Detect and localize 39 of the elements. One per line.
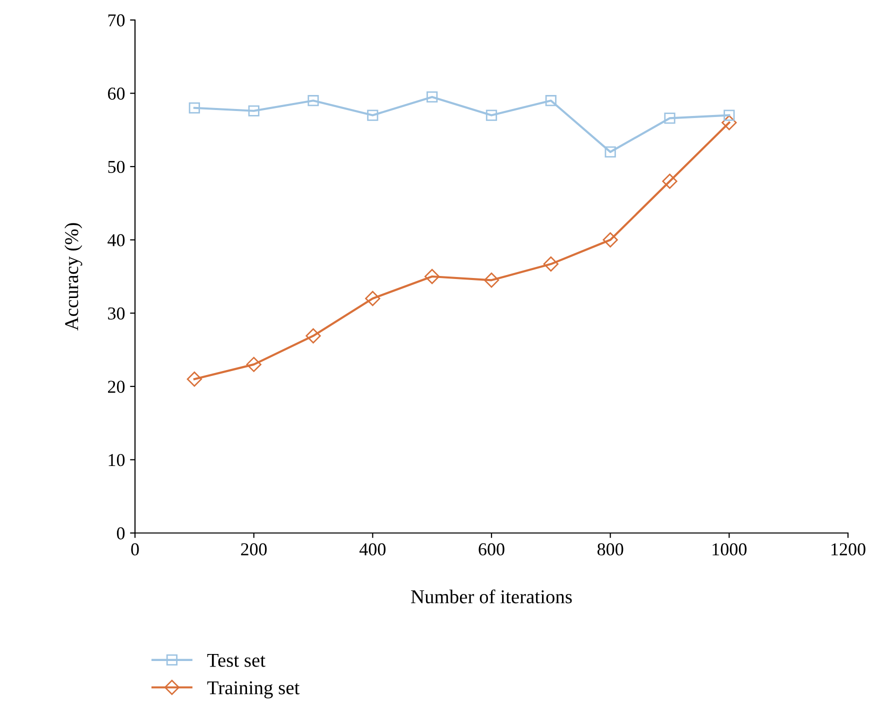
y-tick-label: 70	[108, 14, 125, 26]
legend-label: Training set	[207, 681, 300, 698]
point	[248, 105, 260, 116]
point	[367, 110, 378, 121]
y-tick-label: 0	[116, 527, 125, 540]
point	[365, 290, 380, 306]
x-tick-label: 400	[359, 543, 386, 556]
point	[246, 356, 262, 372]
point	[186, 372, 202, 387]
point	[486, 110, 498, 121]
x-tick-label: 800	[597, 543, 624, 556]
point	[664, 112, 676, 124]
y-axis-title: Accuracy (%)	[64, 223, 82, 331]
point	[188, 102, 200, 114]
x-tick-label: 1000	[712, 543, 747, 556]
x-tick-label: 600	[478, 543, 504, 556]
x-axis-title: Number of iterations	[411, 589, 572, 604]
x-tick-label: 0	[131, 543, 139, 556]
y-tick-label: 60	[108, 88, 125, 100]
point	[602, 232, 618, 248]
point	[545, 95, 556, 106]
point	[484, 272, 500, 288]
point	[662, 174, 678, 189]
x-tick-label: 1200	[832, 543, 866, 556]
y-tick-label: 20	[108, 380, 125, 393]
point	[424, 268, 440, 284]
y-tick-label: 30	[108, 307, 125, 320]
point	[724, 110, 735, 121]
point	[306, 328, 321, 344]
point	[722, 115, 737, 130]
y-tick-label: 40	[108, 234, 125, 246]
legend-label: Test set	[207, 654, 266, 667]
point	[426, 91, 438, 103]
y-tick-label: 50	[108, 160, 125, 174]
x-tick-label: 200	[241, 543, 267, 556]
point	[604, 146, 616, 158]
point	[308, 95, 319, 106]
y-tick-label: 10	[108, 454, 125, 466]
point	[543, 256, 558, 272]
